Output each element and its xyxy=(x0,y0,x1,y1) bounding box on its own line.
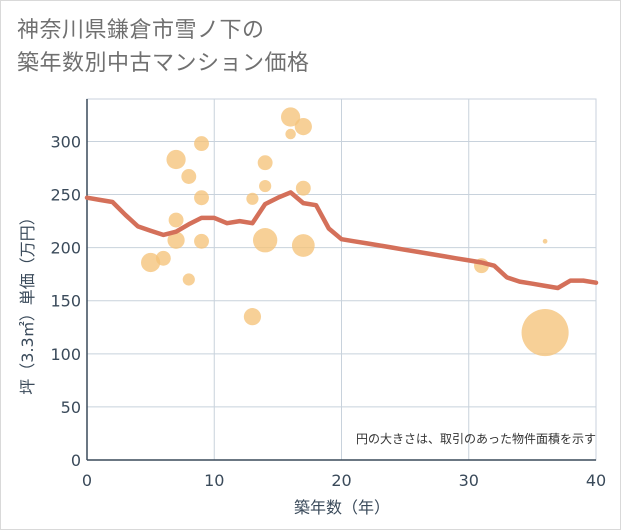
y-tick-label: 200 xyxy=(50,239,81,258)
y-tick-label: 250 xyxy=(50,186,81,205)
data-bubble xyxy=(168,212,184,228)
y-tick-label: 50 xyxy=(61,398,81,417)
data-bubble xyxy=(155,250,171,266)
y-tick-label: 300 xyxy=(50,132,81,151)
data-bubble xyxy=(181,169,197,184)
data-bubble xyxy=(246,192,259,205)
data-bubble xyxy=(194,136,209,152)
title-line-2: 築年数別中古マンション価格 xyxy=(17,51,310,76)
data-bubble xyxy=(257,155,273,171)
data-bubble xyxy=(182,273,195,286)
line-layer xyxy=(84,190,599,291)
axes-layer xyxy=(86,99,596,461)
title-line-1: 神奈川県鎌倉市雪ノ下の xyxy=(17,18,265,43)
x-tick-label: 30 xyxy=(459,471,479,490)
data-bubble xyxy=(294,118,312,136)
data-bubble xyxy=(252,228,278,253)
y-tick-label: 0 xyxy=(71,451,81,470)
data-bubble xyxy=(259,179,272,193)
data-bubble xyxy=(280,107,301,127)
x-axis-title: 築年数（年） xyxy=(294,498,390,517)
data-bubble xyxy=(167,231,185,249)
x-tick-label: 10 xyxy=(204,471,224,490)
bubble-size-note: 円の大きさは、取引のあった物件面積を示す xyxy=(356,431,596,446)
average-price-line xyxy=(84,190,599,291)
x-tick-label: 40 xyxy=(586,471,606,490)
data-bubble xyxy=(285,128,296,140)
y-tick-label: 100 xyxy=(50,345,81,364)
data-bubble xyxy=(243,308,262,326)
data-bubble xyxy=(291,234,315,257)
data-bubble xyxy=(194,233,209,249)
data-bubble xyxy=(194,190,209,206)
data-bubble xyxy=(166,149,186,170)
y-tick-label: 150 xyxy=(50,292,81,311)
chart-title: 神奈川県鎌倉市雪ノ下の 築年数別中古マンション価格 xyxy=(17,14,310,80)
grid-layer xyxy=(86,98,597,461)
x-tick-label: 0 xyxy=(82,471,92,490)
tick-label-layer: 0 10 20 30 40 0 50 100 150 200 250 300 xyxy=(50,132,606,490)
data-bubble xyxy=(521,309,569,357)
data-bubble xyxy=(295,180,311,196)
data-bubble xyxy=(141,252,161,273)
data-bubble xyxy=(542,238,548,244)
y-axis-title: 坪（3.3㎡）単価（万円） xyxy=(18,209,37,394)
x-tick-label: 20 xyxy=(331,471,351,490)
bubble-layer xyxy=(141,107,569,357)
